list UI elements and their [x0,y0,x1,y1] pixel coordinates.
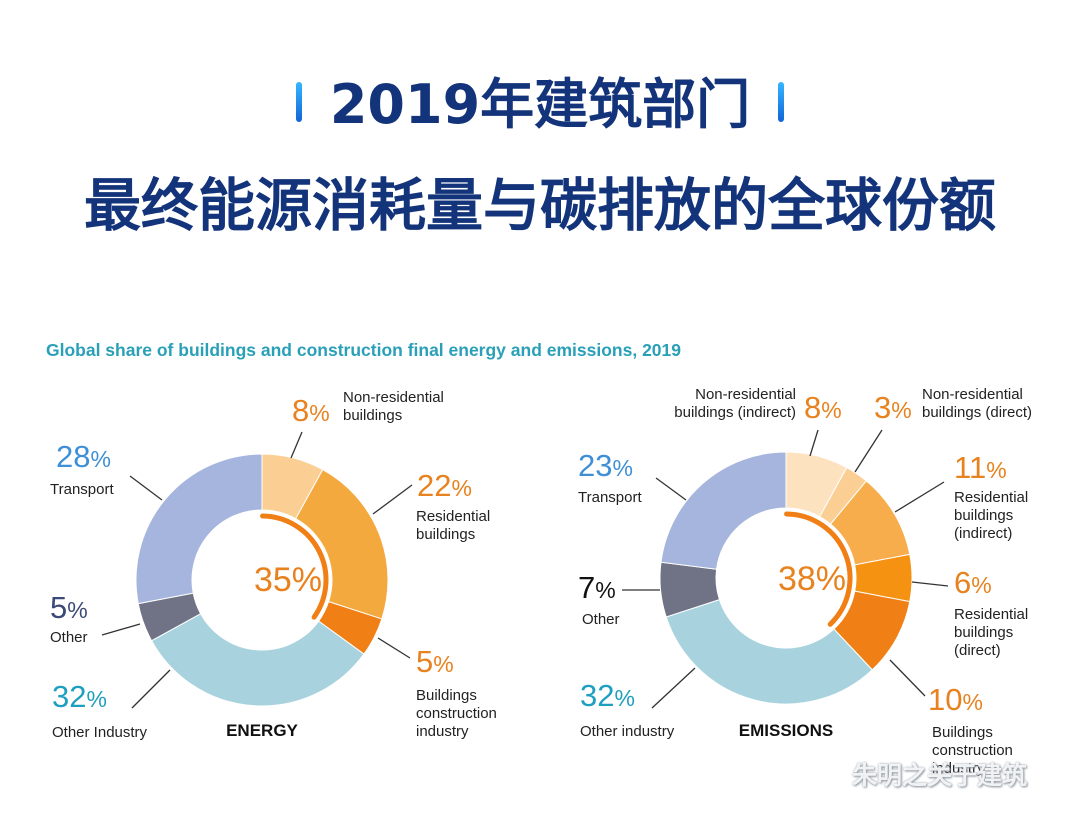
title-bar-left [295,82,302,123]
energy-slice-transport [135,453,263,605]
energy-value-other-industry: 32% [52,679,107,714]
energy-name-residential-buildings: Residential buildings [416,508,490,543]
emissions-center-value: 38% [778,560,846,598]
emissions-value-other-industry: 32% [580,678,635,713]
emissions-name-residential-buildings-direct: Residential buildings (direct) [954,606,1028,659]
emissions-slice-other-industry [665,599,873,705]
energy-value-transport: 28% [56,439,111,474]
emissions-leader-non-residential-buildings-direct [854,429,883,473]
emissions-leader-residential-buildings-direct [911,581,949,587]
emissions-leader-non-residential-buildings-indirect [809,429,819,457]
emissions-value-residential-buildings-indirect: 11% [954,450,1007,485]
energy-value-other: 5% [50,590,88,625]
energy-name-buildings-construction-industry: Buildings construction industry [416,687,497,740]
energy-buildings-bracket [260,513,329,620]
emissions-name-buildings-construction-industry: Buildings construction industry [932,724,1013,777]
watermark-text: 朱明之关于建筑 [852,761,1028,790]
energy-value-residential-buildings: 22% [417,468,472,503]
emissions-leader-transport [655,477,687,501]
energy-name-non-residential-buildings: Non-residential buildings [343,389,444,424]
energy-chart-label: ENERGY [226,721,298,740]
emissions-value-transport: 23% [578,448,633,483]
emissions-slice-transport [660,451,787,570]
energy-name-other-industry: Other Industry [52,724,148,741]
energy-leader-non-residential-buildings [290,431,303,459]
emissions-buildings-bracket [784,511,853,627]
energy-leader-transport [129,475,163,501]
energy-leader-buildings-construction-industry [377,637,411,659]
page-subtitle-cn: 最终能源消耗量与碳排放的全球份额 [84,173,996,239]
emissions-name-transport: Transport [578,489,642,506]
emissions-value-residential-buildings-direct: 6% [954,565,992,600]
emissions-name-residential-buildings-indirect: Residential buildings (indirect) [954,489,1028,542]
emissions-value-buildings-construction-industry: 10% [928,682,983,717]
energy-value-non-residential-buildings: 8% [292,393,330,428]
energy-center-value: 35% [254,561,322,599]
energy-slice-other-industry [150,613,365,707]
emissions-leader-other-industry [651,667,696,709]
title-line-1: 2019年建筑部门 [0,68,1080,142]
emissions-leader-residential-buildings-indirect [894,481,945,513]
energy-leader-other-industry [131,669,171,709]
watermark: 朱明之关于建筑 [812,756,1027,793]
emissions-name-other-industry: Other industry [580,723,675,740]
energy-name-other: Other [50,629,88,646]
emissions-chart-label: EMISSIONS [739,721,833,740]
title-bar-right [778,82,785,123]
energy-value-buildings-construction-industry: 5% [416,644,454,679]
page-title: 2019年建筑部门 [329,73,751,136]
emissions-value-non-residential-buildings-indirect: 8% [804,390,842,425]
emissions-value-other: 7% [578,570,616,605]
energy-leader-other [101,623,141,636]
chart-subtitle: Global share of buildings and constructi… [46,340,681,360]
energy-slice-residential-buildings [295,468,389,620]
wechat-icon [812,761,846,793]
energy-name-transport: Transport [50,481,114,498]
emissions-value-non-residential-buildings-direct: 3% [874,390,912,425]
emissions-name-other: Other [582,611,620,628]
emissions-leader-buildings-construction-industry [889,659,926,697]
energy-leader-residential-buildings [372,484,413,515]
emissions-name-non-residential-buildings-direct: Non-residential buildings (direct) [922,386,1032,421]
emissions-name-non-residential-buildings-indirect: Non-residential buildings (indirect) [674,386,796,421]
